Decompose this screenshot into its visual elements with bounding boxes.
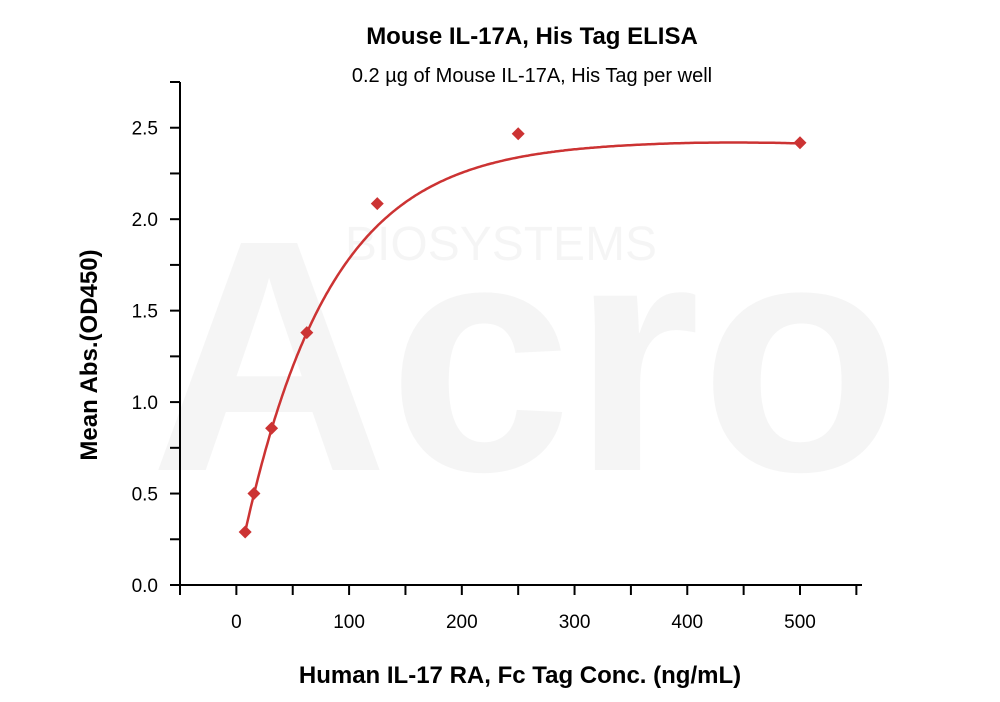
y-tick-label: 2.5	[132, 119, 158, 140]
data-point	[300, 326, 314, 340]
svg-text:BIOSYSTEMS: BIOSYSTEMS	[345, 218, 657, 271]
data-point	[265, 421, 279, 435]
x-tick-label: 100	[333, 612, 365, 633]
data-point	[238, 525, 252, 539]
x-tick-label: 400	[671, 612, 703, 633]
chart-title: Mouse IL-17A, His Tag ELISA	[366, 23, 698, 50]
data-point	[247, 487, 261, 501]
y-tick-label: 0.5	[132, 485, 158, 506]
data-point	[370, 197, 384, 211]
x-tick-label: 0	[231, 612, 242, 633]
y-tick-label: 2.0	[132, 210, 158, 231]
data-point	[511, 127, 525, 141]
x-tick-label: 200	[446, 612, 478, 633]
x-axis-label: Human IL-17 RA, Fc Tag Conc. (ng/mL)	[299, 662, 741, 689]
y-tick-label: 1.5	[132, 302, 158, 323]
fit-curve	[243, 141, 801, 533]
x-tick-label: 500	[784, 612, 816, 633]
y-tick-label: 1.0	[132, 393, 158, 414]
y-tick-label: 0.0	[132, 576, 158, 597]
chart-subtitle: 0.2 µg of Mouse IL-17A, His Tag per well	[352, 65, 712, 87]
data-point	[793, 136, 807, 150]
y-axis-label: Mean Abs.(OD450)	[76, 249, 103, 460]
x-tick-label: 300	[559, 612, 591, 633]
watermark-logo: Acro BIOSYSTEMS	[150, 171, 902, 540]
